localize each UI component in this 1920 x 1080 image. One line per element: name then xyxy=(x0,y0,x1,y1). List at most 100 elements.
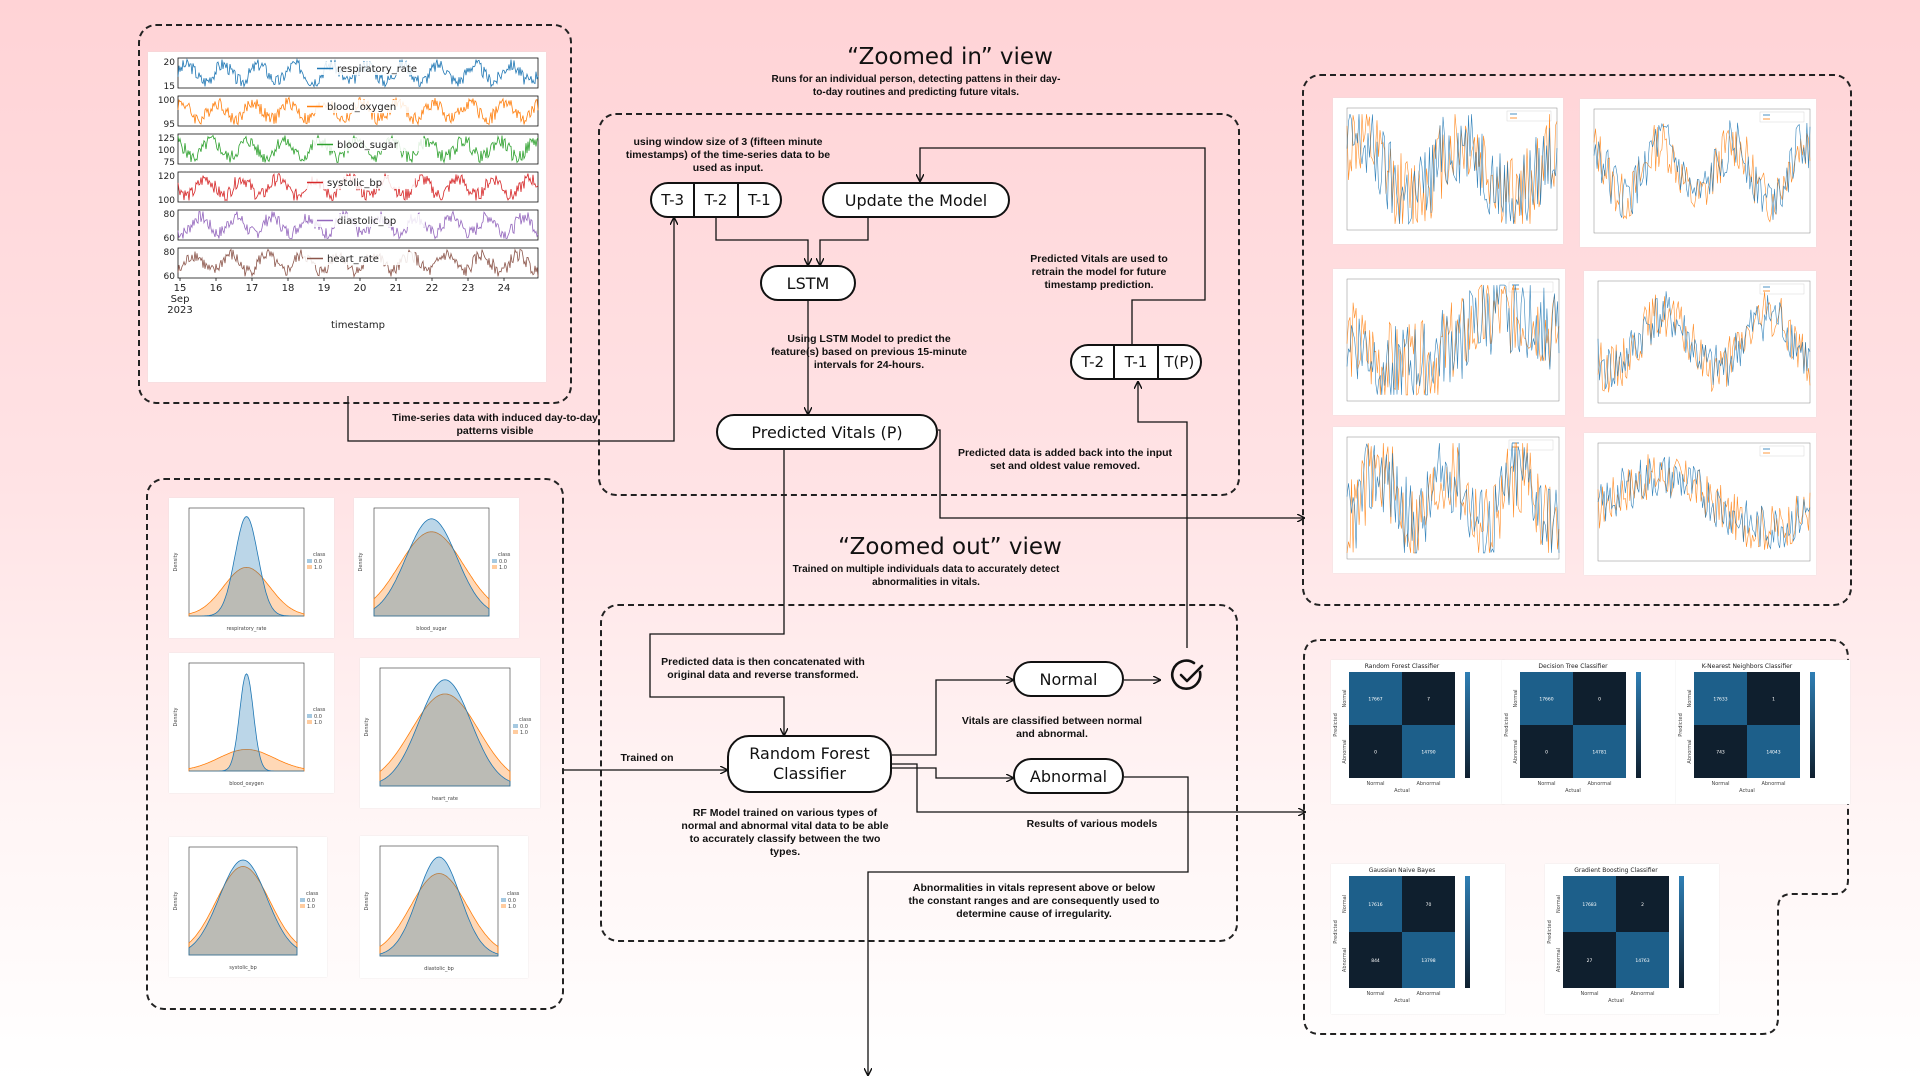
ts-x-tick: 15 xyxy=(174,283,187,294)
cm-ylabel: Predicted xyxy=(1678,713,1684,736)
cm-cell-value: 7 xyxy=(1427,697,1430,703)
ts-legend-label: blood_oxygen xyxy=(327,102,396,113)
kde-legend-label: 1.0 xyxy=(508,904,516,910)
kde-xlabel: systolic_bp xyxy=(229,965,257,971)
kde-legend-swatch xyxy=(492,565,497,569)
zoomed-out-group xyxy=(600,604,1238,942)
prediction-svg-2 xyxy=(1593,108,1811,234)
cm-cell-value: 1 xyxy=(1772,697,1775,703)
kde-legend-label: 0.0 xyxy=(307,898,315,904)
cm-cell-value: 17667 xyxy=(1368,697,1382,703)
normal-node: Normal xyxy=(1013,661,1124,697)
cm-cell xyxy=(1563,876,1616,932)
kde-legend-swatch xyxy=(492,559,497,563)
ts-legend-label: diastolic_bp xyxy=(337,216,396,227)
kde-xlabel: respiratory_rate xyxy=(227,626,267,632)
prediction-chart-2 xyxy=(1580,99,1816,247)
ts-x-tick: 23 xyxy=(462,283,475,294)
kde-legend-title: class xyxy=(507,891,520,897)
cm-x-class: Normal xyxy=(1366,991,1384,997)
lstm-node: LSTM xyxy=(760,265,856,301)
note-retrain: Predicted Vitals are used to retrain the… xyxy=(1030,253,1168,292)
cm-svg-2: Decision Tree Classifier 17660 0 0 14781 Norm… xyxy=(1504,663,1641,794)
abnormal-node: Abnormal xyxy=(1013,758,1124,794)
lc-legend-box xyxy=(1759,283,1805,295)
note-classified: Vitals are classified between normal and… xyxy=(961,715,1143,741)
cm-cell xyxy=(1402,876,1455,932)
kde-legend-label: 1.0 xyxy=(520,730,528,736)
cm-cell xyxy=(1616,932,1669,988)
cm-cell-value: 2 xyxy=(1641,902,1644,908)
kde-xlabel: diastolic_bp xyxy=(424,966,454,972)
cm-cell xyxy=(1694,672,1747,725)
cm-cell xyxy=(1349,672,1402,725)
ts-legend-box xyxy=(313,62,425,75)
cm-cell xyxy=(1573,725,1626,778)
density-plot-systolic-bp: systolic_bp Density class 0.0 1.0 xyxy=(169,837,327,977)
cm-colorbar xyxy=(1465,876,1470,988)
kde-class-0 xyxy=(189,673,304,772)
ts-y-tick: 120 xyxy=(158,172,175,182)
kde-class-1 xyxy=(373,531,490,617)
ts-legend-box xyxy=(303,176,415,189)
ts-legend-box xyxy=(303,100,415,113)
cm-title: Decision Tree Classifier xyxy=(1538,663,1608,670)
confusion-matrix-random-forest: Random Forest Classifier 17667 7 0 14790 Norm… xyxy=(1331,660,1505,804)
cm-svg-1: Random Forest Classifier 17667 7 0 14790 Norm… xyxy=(1333,663,1470,794)
prediction-charts-group xyxy=(1302,74,1852,606)
zoomed-in-title: “Zoomed in” view xyxy=(847,44,1053,70)
input-window: T-3 T-2 T-1 xyxy=(650,182,782,218)
cm-ylabel: Predicted xyxy=(1547,920,1553,943)
confusion-matrix-decision-tree: Decision Tree Classifier 17660 0 0 14781 Norm… xyxy=(1502,660,1676,804)
cm-xlabel: Actual xyxy=(1565,788,1581,794)
kde-class-0 xyxy=(189,516,304,617)
lc-frame xyxy=(1346,107,1558,231)
timeseries-svg: respiratory_rate 20 15 blood_oxygen 100 95 blo… xyxy=(158,57,539,331)
note-concatenated: Predicted data is then concatenated with… xyxy=(661,656,865,682)
ts-y-tick: 95 xyxy=(164,120,175,130)
ts-x-tick: 24 xyxy=(498,283,511,294)
cm-cell xyxy=(1349,876,1402,932)
cm-cell-value: 17616 xyxy=(1368,902,1382,908)
check-circle-icon xyxy=(1170,659,1204,690)
lc-series xyxy=(1346,443,1560,554)
note-added-back: Predicted data is added back into the in… xyxy=(957,447,1173,473)
prediction-svg-4 xyxy=(1597,280,1811,404)
lc-legend-box xyxy=(1759,445,1805,457)
density-plot-blood-sugar: blood_sugar Density class 0.0 1.0 xyxy=(354,498,519,638)
lc-series xyxy=(1597,456,1811,550)
window-t1: T-1 xyxy=(747,191,771,209)
cm-x-class: Normal xyxy=(1366,781,1384,787)
zoomed-in-group xyxy=(598,113,1240,496)
ts-x-tick: 16 xyxy=(210,283,223,294)
ts-legend-box xyxy=(313,138,425,151)
cm-cell xyxy=(1349,725,1402,778)
cm-y-class: Normal xyxy=(1342,895,1348,913)
kde-ylabel: Density xyxy=(364,891,370,910)
kde-legend-title: class xyxy=(313,707,326,713)
kde-ylabel: Density xyxy=(364,717,370,736)
ts-y-tick: 100 xyxy=(158,96,175,106)
ts-y-tick: 100 xyxy=(158,146,175,156)
kde-ylabel: Density xyxy=(173,552,179,571)
cm-cell-value: 17683 xyxy=(1582,902,1596,908)
cm-cell xyxy=(1747,672,1800,725)
kde-legend-swatch xyxy=(501,904,506,908)
kde-legend-label: 1.0 xyxy=(314,565,322,571)
confusion-matrix-knn: K-Nearest Neighbors Classifier 17633 1 743 1… xyxy=(1676,660,1850,804)
lc-series xyxy=(1597,291,1811,390)
ts-y-tick: 100 xyxy=(158,196,175,206)
ts-series-line xyxy=(177,248,539,278)
kde-class-1 xyxy=(188,566,305,617)
next-window: T-2 T-1 T(P) xyxy=(1070,344,1202,380)
timeseries-chart: respiratory_rate 20 15 blood_oxygen 100 95 blo… xyxy=(148,52,546,382)
cm-x-class: Abnormal xyxy=(1416,991,1440,997)
ts-y-tick: 15 xyxy=(164,82,175,92)
cm-cell xyxy=(1520,725,1573,778)
lc-series xyxy=(1346,114,1558,224)
kde-class-0 xyxy=(379,679,511,787)
ts-legend-label: blood_sugar xyxy=(337,140,399,151)
kde-class-1 xyxy=(188,749,305,772)
cm-x-class: Abnormal xyxy=(1587,781,1611,787)
